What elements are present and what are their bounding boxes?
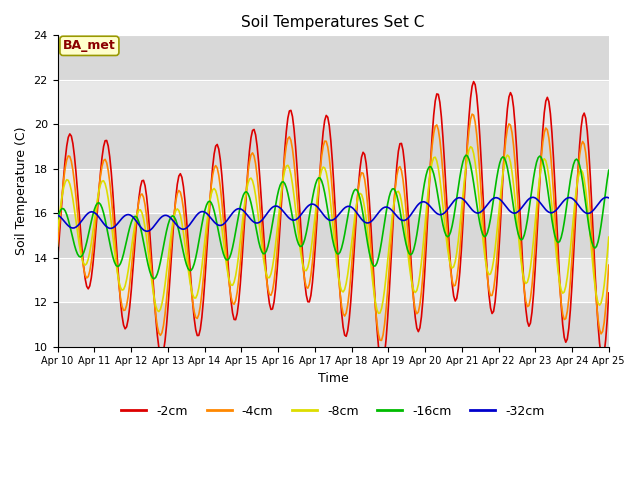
-16cm xyxy=(121,245,129,251)
-4cm xyxy=(468,111,476,117)
-32cm xyxy=(54,212,61,218)
-32cm xyxy=(238,206,246,212)
-4cm xyxy=(378,337,385,343)
-4cm xyxy=(295,214,303,220)
Bar xyxy=(58,124,609,169)
-32cm xyxy=(247,216,255,222)
X-axis label: Time: Time xyxy=(318,372,349,385)
-2cm xyxy=(295,190,303,195)
-8cm xyxy=(605,234,612,240)
-8cm xyxy=(295,234,303,240)
Line: -8cm: -8cm xyxy=(58,147,609,313)
-32cm xyxy=(604,194,611,200)
-16cm xyxy=(238,197,246,203)
-8cm xyxy=(218,224,226,230)
-2cm xyxy=(236,282,244,288)
-32cm xyxy=(143,228,150,234)
-32cm xyxy=(296,213,304,219)
Line: -4cm: -4cm xyxy=(58,114,609,340)
-8cm xyxy=(577,167,585,173)
-2cm xyxy=(378,361,385,367)
-4cm xyxy=(54,243,61,249)
Line: -32cm: -32cm xyxy=(58,197,609,231)
-4cm xyxy=(246,159,253,165)
Bar xyxy=(58,169,609,213)
-32cm xyxy=(121,213,129,218)
-32cm xyxy=(605,195,612,201)
-16cm xyxy=(150,276,158,282)
-8cm xyxy=(246,176,253,182)
-8cm xyxy=(121,283,129,289)
-16cm xyxy=(605,168,612,173)
-4cm xyxy=(236,261,244,266)
Legend: -2cm, -4cm, -8cm, -16cm, -32cm: -2cm, -4cm, -8cm, -16cm, -32cm xyxy=(116,400,550,423)
-16cm xyxy=(54,216,61,221)
-4cm xyxy=(121,307,129,313)
-4cm xyxy=(577,143,585,148)
Text: BA_met: BA_met xyxy=(63,39,116,52)
-32cm xyxy=(220,221,227,227)
-16cm xyxy=(220,251,227,256)
-16cm xyxy=(577,169,585,175)
-2cm xyxy=(121,326,129,332)
Bar xyxy=(58,258,609,302)
-2cm xyxy=(470,79,477,84)
-8cm xyxy=(374,311,382,316)
-2cm xyxy=(54,259,61,264)
-16cm xyxy=(462,152,470,158)
-2cm xyxy=(577,124,585,130)
-16cm xyxy=(296,243,304,249)
Bar xyxy=(58,302,609,347)
-2cm xyxy=(605,290,612,296)
-8cm xyxy=(54,228,61,234)
-16cm xyxy=(247,200,255,206)
-2cm xyxy=(218,172,226,178)
Bar xyxy=(58,36,609,80)
Bar xyxy=(58,80,609,124)
-2cm xyxy=(246,148,253,154)
Title: Soil Temperatures Set C: Soil Temperatures Set C xyxy=(241,15,425,30)
Line: -16cm: -16cm xyxy=(58,155,609,279)
Y-axis label: Soil Temperature (C): Soil Temperature (C) xyxy=(15,127,28,255)
-8cm xyxy=(467,144,474,150)
-4cm xyxy=(605,262,612,268)
Bar xyxy=(58,213,609,258)
-8cm xyxy=(236,239,244,244)
Line: -2cm: -2cm xyxy=(58,82,609,364)
-4cm xyxy=(218,199,226,204)
-32cm xyxy=(576,204,584,210)
